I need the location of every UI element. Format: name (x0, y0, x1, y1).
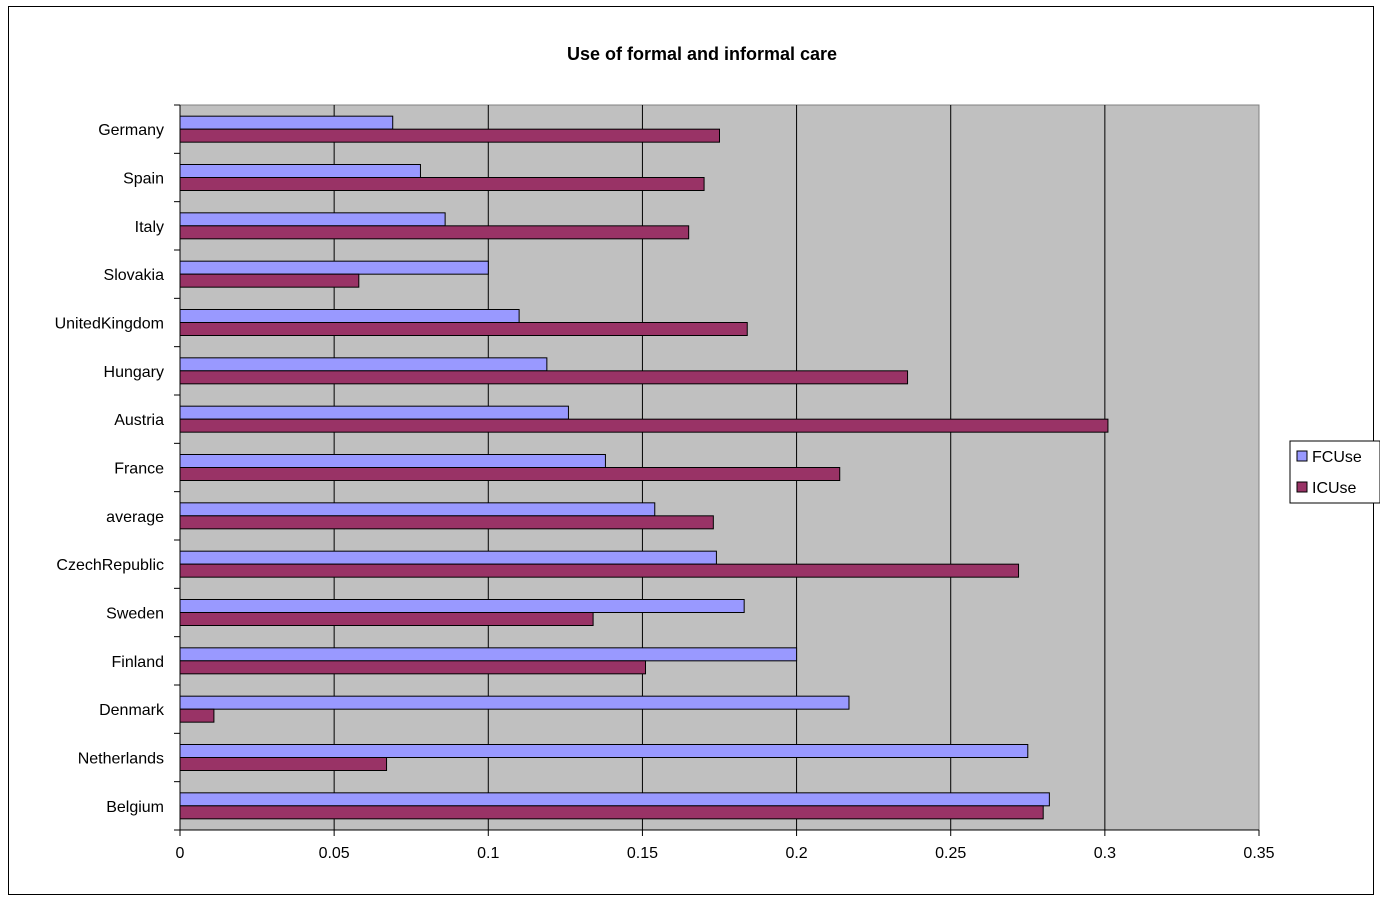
bar-icuse-spain (179, 177, 705, 191)
bar-fcuse-finland (179, 647, 798, 662)
legend-label-icuse: ICUse (1312, 480, 1357, 497)
bar-icuse-italy (179, 225, 690, 240)
x-tick-label: 0.25 (935, 845, 966, 862)
category-label: Netherlands (78, 751, 164, 768)
x-tick-label: 0.2 (785, 845, 807, 862)
bar-icuse-denmark (179, 708, 215, 723)
bars (179, 115, 1109, 820)
x-tick-label: 0.1 (477, 845, 499, 862)
bar-icuse-austria (179, 418, 1109, 433)
category-label: Hungary (104, 364, 164, 381)
bar-fcuse-average (179, 502, 656, 517)
x-tick-label: 0.3 (1094, 845, 1116, 862)
bar-icuse-france (179, 467, 841, 481)
bar-fcuse-czechrepublic (179, 550, 717, 565)
category-label: UnitedKingdom (55, 316, 164, 333)
bar-fcuse-unitedkingdom (179, 309, 520, 323)
x-tick-label: 0.15 (627, 845, 658, 862)
legend-swatch-icuse (1296, 481, 1308, 493)
bar-fcuse-netherlands (179, 744, 1029, 758)
x-tick-label: 0.05 (319, 845, 350, 862)
chart-title: Use of formal and informal care (567, 44, 837, 64)
legend: FCUse ICUse (1289, 440, 1380, 504)
bar-icuse-average (179, 515, 714, 530)
bar-fcuse-belgium (179, 792, 1050, 807)
category-label: Belgium (106, 799, 164, 816)
bar-icuse-finland (179, 660, 647, 675)
x-tick-label: 0.35 (1243, 845, 1274, 862)
bar-fcuse-hungary (179, 357, 548, 372)
legend-swatch-fcuse (1296, 450, 1308, 462)
bar-fcuse-slovakia (179, 260, 489, 275)
bar-icuse-slovakia (179, 273, 360, 288)
axes: 0 0.05 0.1 0.15 0.2 0.25 0.3 0.35 Belgium Netherl… (55, 104, 1275, 862)
bar-fcuse-denmark (179, 695, 850, 710)
bar-fcuse-spain (179, 164, 421, 178)
category-label: Spain (123, 171, 164, 188)
bar-icuse-germany (179, 128, 720, 143)
category-label: Sweden (106, 606, 164, 623)
bar-icuse-czechrepublic (179, 563, 1020, 578)
category-label: Slovakia (104, 267, 165, 284)
category-label: Austria (114, 412, 164, 429)
bar-fcuse-germany (179, 115, 394, 130)
bar-icuse-hungary (179, 370, 909, 385)
x-tick-label: 0 (176, 845, 185, 862)
category-label: Denmark (99, 702, 165, 719)
bar-fcuse-austria (179, 405, 569, 420)
category-label: average (106, 509, 164, 526)
bar-icuse-sweden (179, 612, 594, 626)
bar-icuse-belgium (179, 805, 1044, 820)
bar-fcuse-france (179, 454, 606, 468)
category-label: Germany (98, 122, 164, 139)
bar-icuse-netherlands (179, 757, 388, 771)
bar-fcuse-italy (179, 212, 446, 227)
category-label: France (114, 461, 164, 478)
bar-fcuse-sweden (179, 599, 745, 613)
legend-label-fcuse: FCUse (1312, 449, 1362, 466)
category-label: Italy (135, 219, 164, 236)
category-label: Finland (112, 654, 164, 671)
category-label: CzechRepublic (56, 557, 164, 574)
bar-icuse-unitedkingdom (179, 322, 748, 336)
